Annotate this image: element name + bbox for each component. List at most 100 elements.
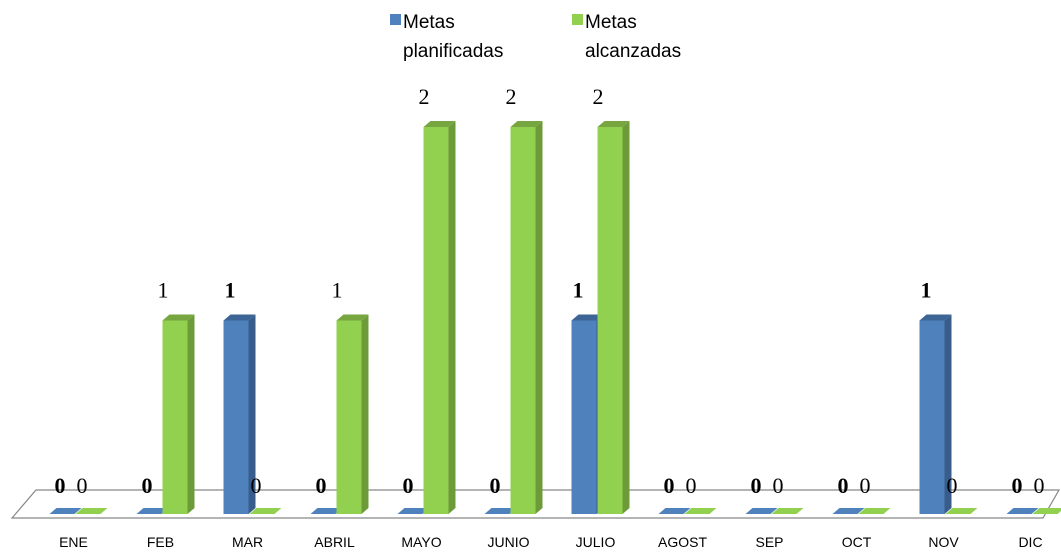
bar-metas-alcanzadas-abril: [336, 314, 369, 514]
bar-front: [597, 127, 623, 514]
data-label-metas-planificadas-sep: 0: [751, 473, 762, 498]
bar-flat: [1006, 508, 1039, 514]
category-label-oct: OCT: [842, 534, 872, 550]
bar-flat: [658, 508, 691, 514]
data-label-metas-planificadas-julio: 1: [573, 278, 584, 303]
bar-metas-planificadas-dic: [1006, 508, 1039, 514]
bar-metas-alcanzadas-oct: [858, 508, 891, 514]
legend-label: Metas planificadas: [403, 12, 503, 62]
category-label-junio: JUNIO: [488, 534, 530, 550]
category-label-sep: SEP: [755, 534, 783, 550]
data-label-metas-alcanzadas-nov: 0: [947, 473, 958, 498]
legend-item-metas-alcanzadas: Metas alcanzadas: [572, 12, 681, 62]
bar-metas-alcanzadas-julio: [597, 121, 630, 514]
legend-swatch: [390, 14, 401, 25]
bar-top: [571, 314, 604, 321]
data-label-metas-alcanzadas-sep: 0: [773, 473, 784, 498]
category-label-julio: JULIO: [576, 534, 616, 550]
bar-metas-planificadas-junio: [484, 508, 517, 514]
bar-flat: [745, 508, 778, 514]
bar-metas-alcanzadas-sep: [771, 508, 804, 514]
data-label-metas-planificadas-mayo: 0: [403, 473, 414, 498]
bar-flat: [484, 508, 517, 514]
bar-side: [448, 121, 456, 514]
bar-metas-alcanzadas-feb: [162, 314, 195, 514]
bar-metas-planificadas-abril: [310, 508, 343, 514]
data-label-metas-planificadas-agost: 0: [664, 473, 675, 498]
category-label-ene: ENE: [59, 534, 88, 550]
bar-front: [571, 320, 597, 514]
legend-item-metas-planificadas: Metas planificadas: [390, 12, 503, 62]
data-label-metas-planificadas-oct: 0: [838, 473, 849, 498]
bar-metas-alcanzadas-agost: [684, 508, 717, 514]
category-label-mayo: MAYO: [401, 534, 441, 550]
category-label-agost: AGOST: [658, 534, 707, 550]
bar-side: [622, 121, 630, 514]
bar-top: [223, 314, 256, 321]
bar-side: [248, 314, 256, 514]
bar-flat: [945, 508, 978, 514]
bar-metas-planificadas-mar: [223, 314, 256, 514]
category-label-dic: DIC: [1018, 534, 1042, 550]
bar-side: [187, 314, 195, 514]
bar-flat: [249, 508, 282, 514]
data-label-metas-planificadas-junio: 0: [490, 473, 501, 498]
category-label-mar: MAR: [232, 534, 263, 550]
bar-metas-planificadas-nov: [919, 314, 952, 514]
bar-metas-alcanzadas-mar: [249, 508, 282, 514]
bar-metas-alcanzadas-nov: [945, 508, 978, 514]
legend-label: Metas alcanzadas: [585, 12, 681, 62]
data-label-metas-alcanzadas-mar: 0: [251, 473, 262, 498]
bar-flat: [832, 508, 865, 514]
legend-swatch: [572, 14, 583, 25]
bar-front: [423, 127, 449, 514]
bars: [49, 121, 1061, 514]
bar-flat: [49, 508, 82, 514]
bar-front: [336, 320, 362, 514]
data-label-metas-planificadas-mar: 1: [225, 278, 236, 303]
bar-metas-planificadas-mayo: [397, 508, 430, 514]
data-label-metas-alcanzadas-junio: 2: [506, 84, 517, 109]
data-label-metas-planificadas-feb: 0: [142, 473, 153, 498]
data-label-metas-alcanzadas-mayo: 2: [419, 84, 430, 109]
bar-front: [510, 127, 536, 514]
bar-side: [944, 314, 952, 514]
bar-metas-alcanzadas-ene: [75, 508, 108, 514]
bar-metas-planificadas-feb: [136, 508, 169, 514]
category-label-nov: NOV: [928, 534, 959, 550]
bar-front: [162, 320, 188, 514]
bar-top: [919, 314, 952, 321]
bar-flat: [136, 508, 169, 514]
data-label-metas-planificadas-dic: 0: [1012, 473, 1023, 498]
bar-top: [510, 121, 543, 127]
bar-metas-planificadas-oct: [832, 508, 865, 514]
category-label-feb: FEB: [147, 534, 174, 550]
category-axis-labels: ENE FEB MAR ABRIL MAYO JUNIO JULIO AGOST SEP OCT N…: [59, 534, 1042, 550]
bar-flat: [771, 508, 804, 514]
data-label-metas-alcanzadas-feb: 1: [158, 278, 169, 303]
bar-top: [423, 121, 456, 127]
data-label-metas-alcanzadas-ene: 0: [77, 473, 88, 498]
bar-metas-planificadas-agost: [658, 508, 691, 514]
category-label-abril: ABRIL: [314, 534, 355, 550]
bar-top: [162, 314, 195, 321]
bar-flat: [1032, 508, 1061, 514]
bar-metas-alcanzadas-mayo: [423, 121, 456, 514]
bar-front: [919, 320, 945, 514]
bar-front: [223, 320, 249, 514]
bar-flat: [684, 508, 717, 514]
bar-metas-planificadas-sep: [745, 508, 778, 514]
bar-flat: [397, 508, 430, 514]
data-label-metas-planificadas-ene: 0: [55, 473, 66, 498]
bar-side: [361, 314, 369, 514]
data-label-metas-alcanzadas-julio: 2: [593, 84, 604, 109]
bar-top: [597, 121, 630, 127]
bar-side: [535, 121, 543, 514]
bar-metas-alcanzadas-junio: [510, 121, 543, 514]
data-label-metas-alcanzadas-dic: 0: [1034, 473, 1045, 498]
data-label-metas-alcanzadas-agost: 0: [686, 473, 697, 498]
bar-metas-planificadas-ene: [49, 508, 82, 514]
bar-top: [336, 314, 369, 321]
bar-flat: [858, 508, 891, 514]
